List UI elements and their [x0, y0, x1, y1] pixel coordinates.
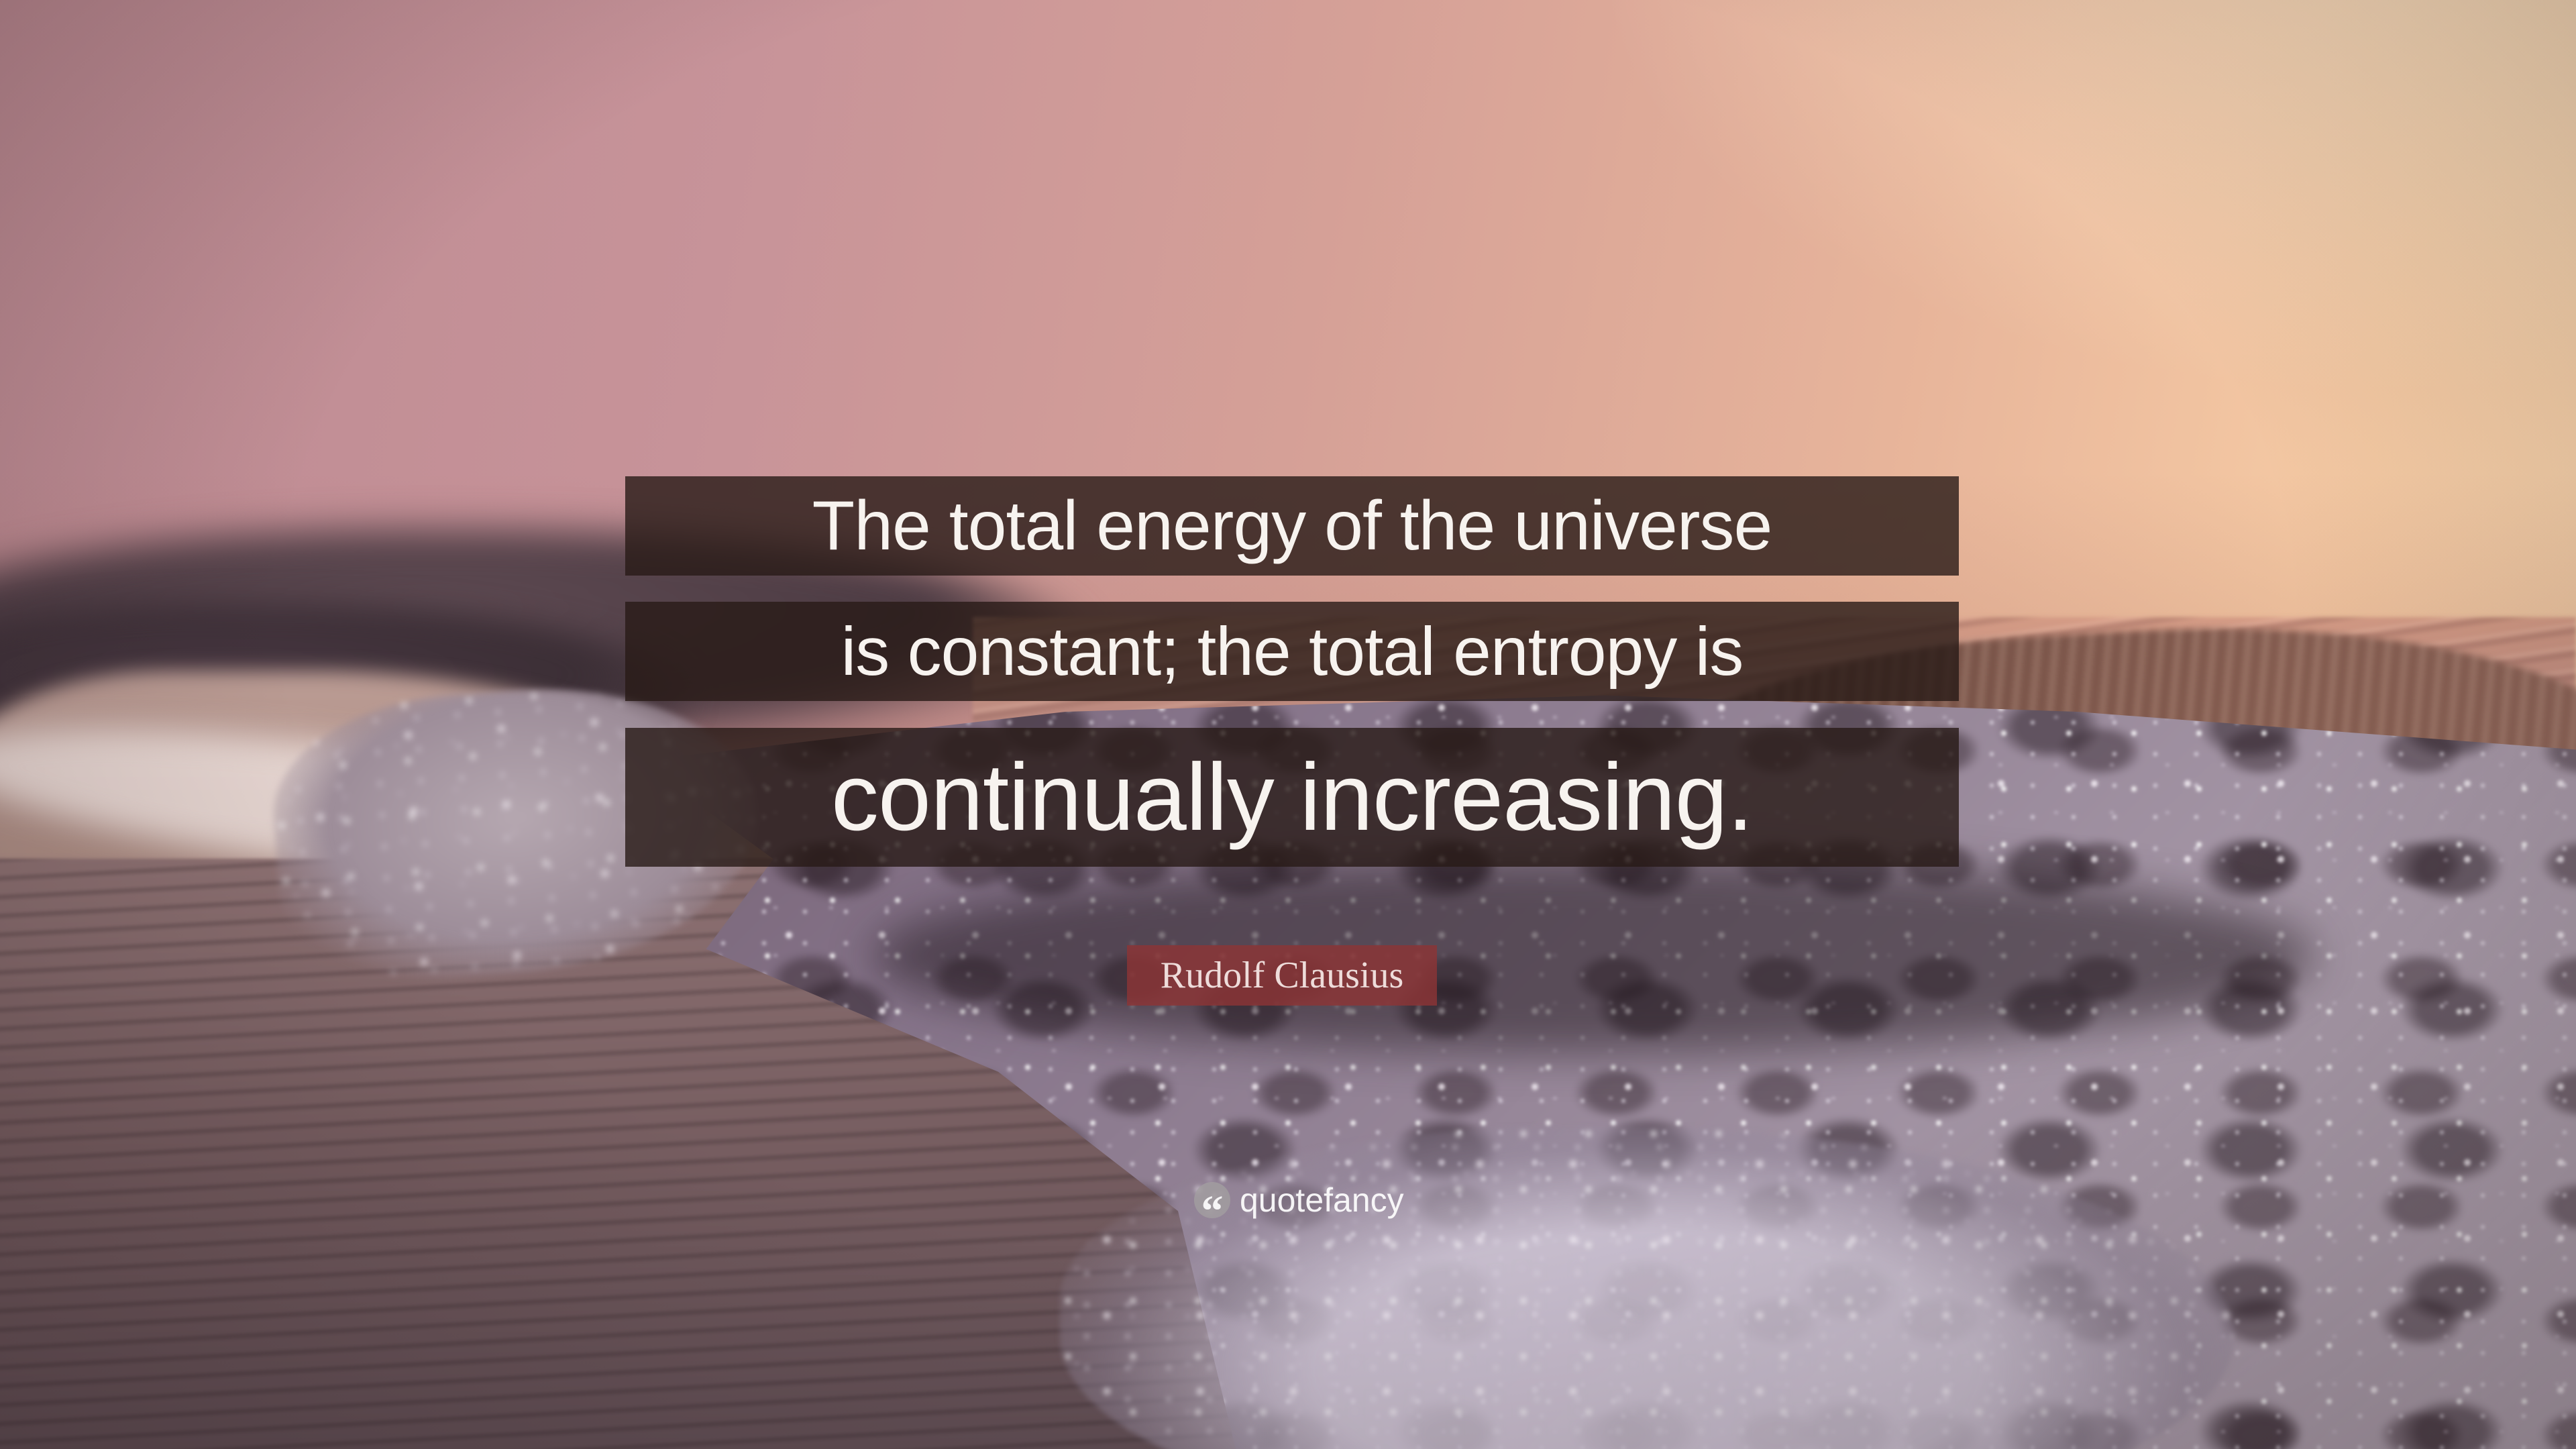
quote-line-3: continually increasing.: [625, 728, 1959, 867]
bright-splash-sparkles: [1060, 1127, 2234, 1449]
quote-line-2-text: is constant; the total entropy is: [841, 612, 1744, 690]
author-badge: Rudolf Clausius: [1127, 945, 1437, 1006]
quote-line-2: is constant; the total entropy is: [625, 602, 1959, 701]
bright-splash-bottom: [1060, 1127, 2234, 1449]
wave-crest-shadow: [872, 859, 2314, 1053]
author-name: Rudolf Clausius: [1160, 955, 1404, 996]
quote-line-1-text: The total energy of the universe: [812, 486, 1773, 565]
quote-marks-icon: “: [1194, 1182, 1230, 1218]
quote-line-1: The total energy of the universe: [625, 476, 1959, 576]
quote-line-3-text: continually increasing.: [830, 743, 1754, 851]
watermark-brand-text: quotefancy: [1240, 1181, 1404, 1219]
quotefancy-watermark: “ quotefancy: [1194, 1179, 1404, 1221]
